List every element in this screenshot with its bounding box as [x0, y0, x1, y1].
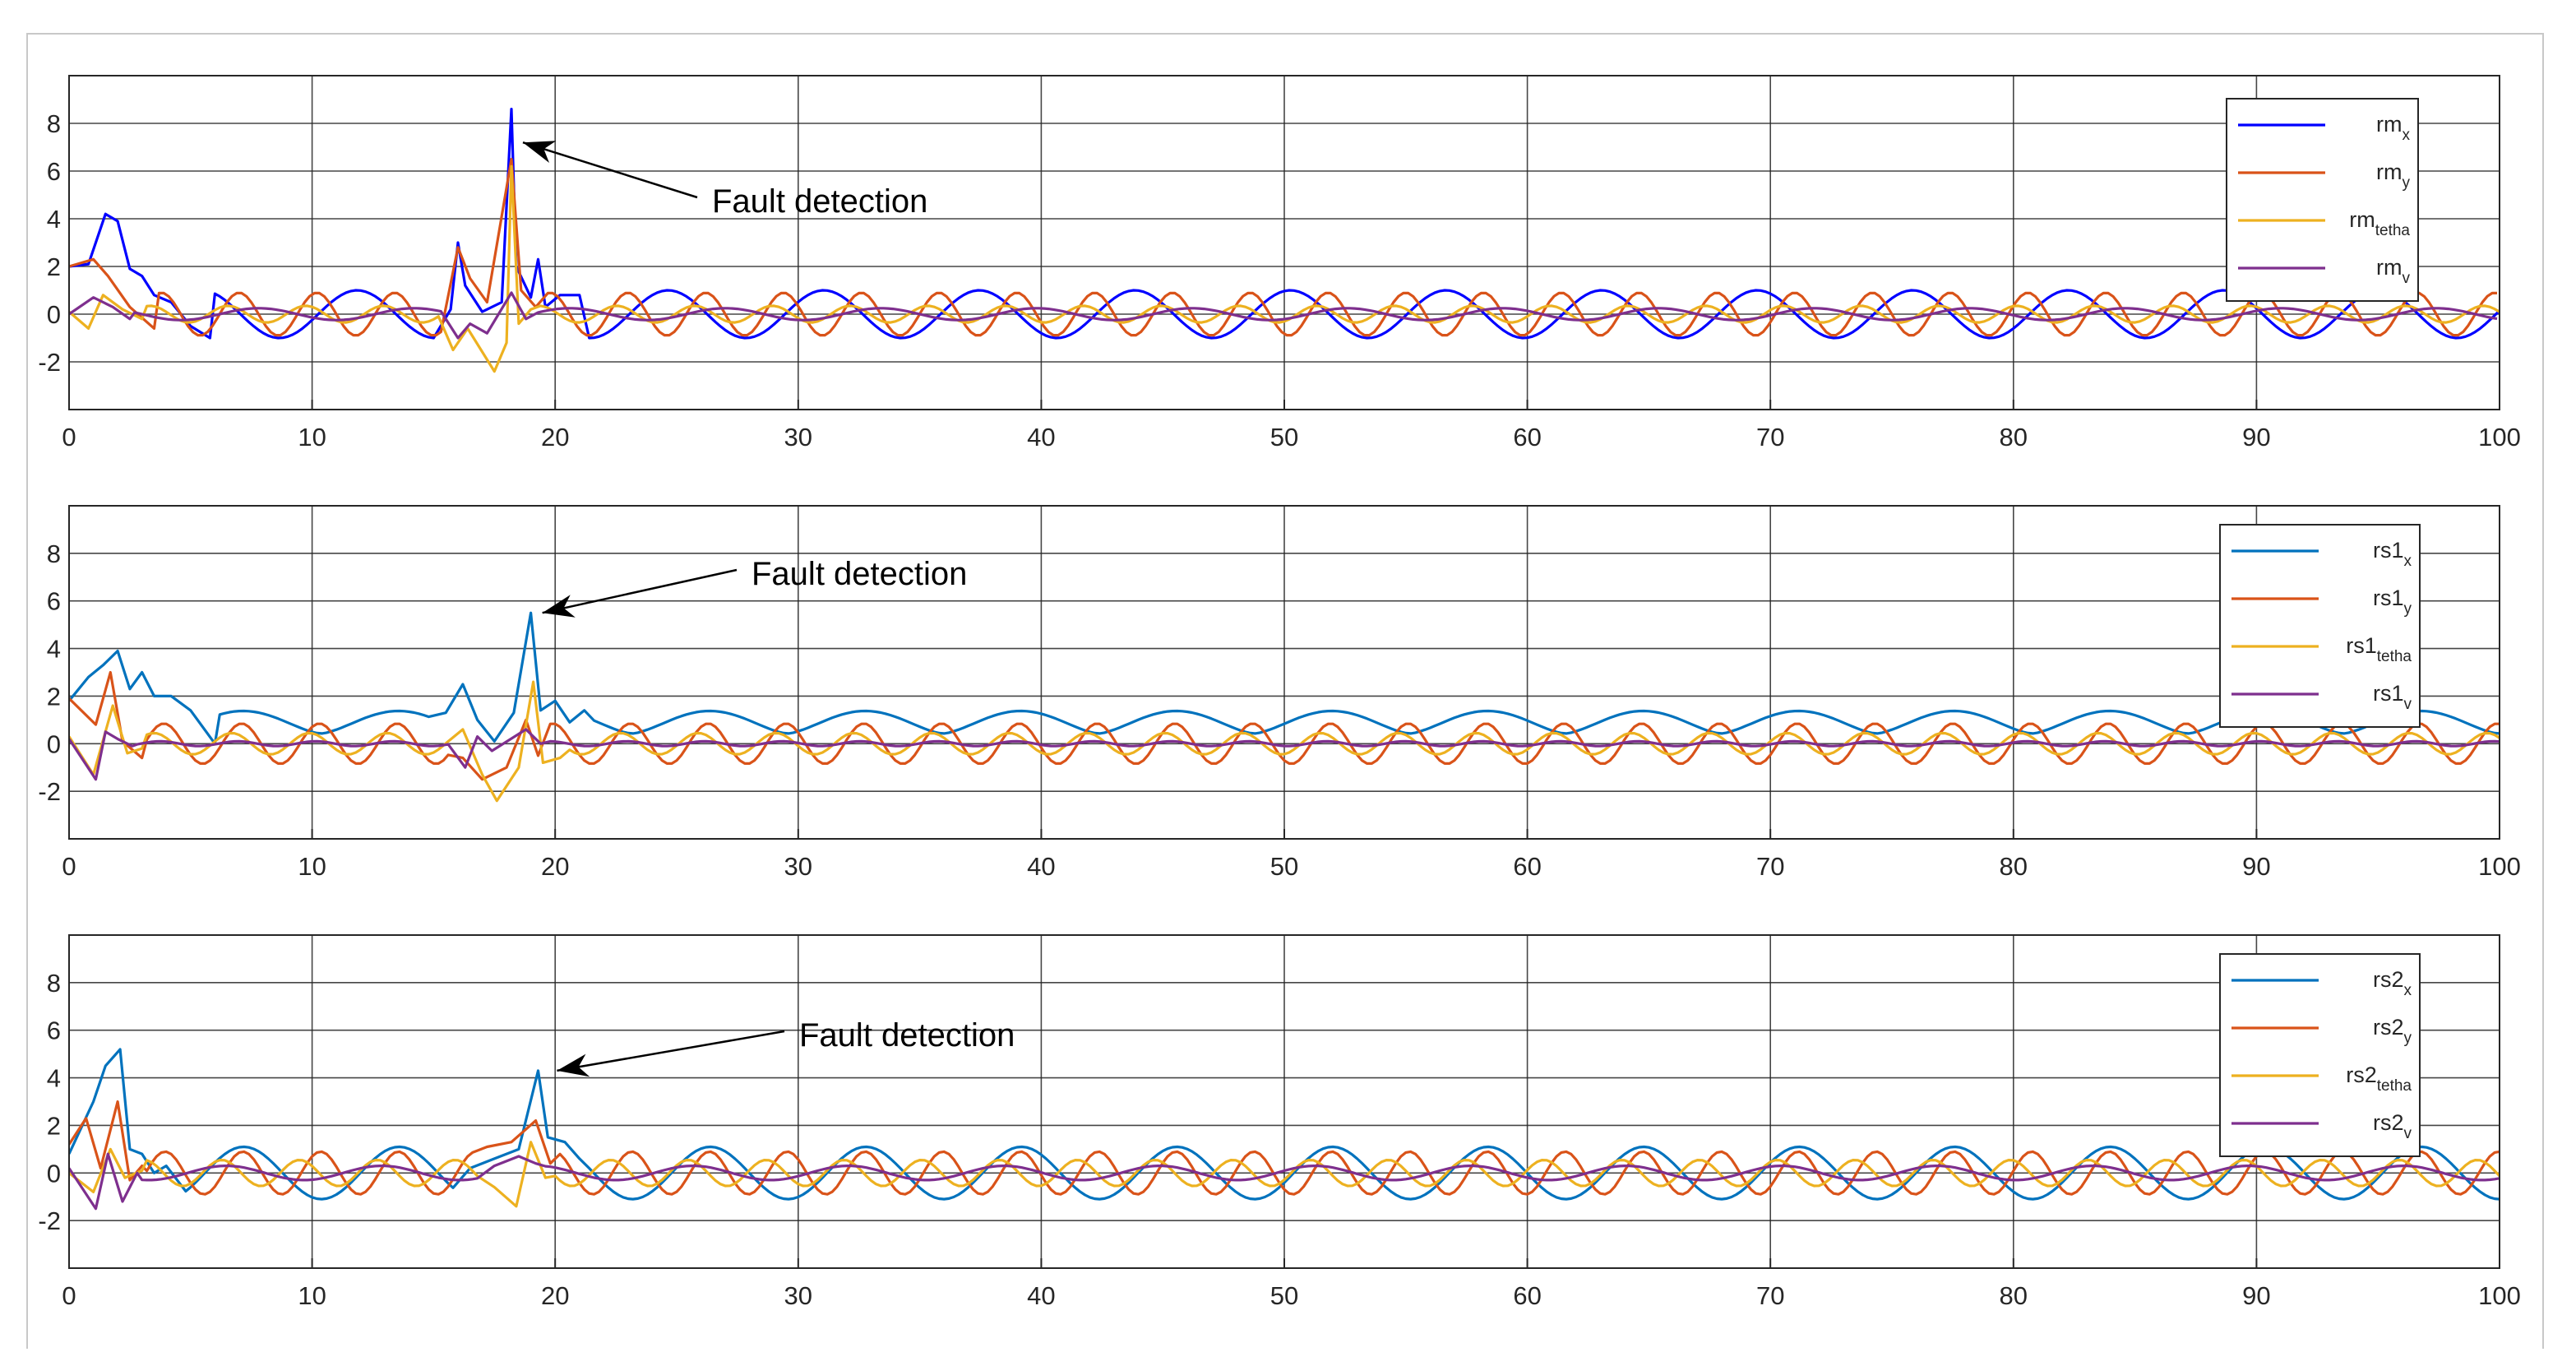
x-tick-label: 0 — [62, 423, 76, 451]
y-tick-label: 6 — [47, 1016, 61, 1045]
x-tick-label: 50 — [1270, 1281, 1298, 1310]
x-tick-label: 40 — [1027, 423, 1055, 451]
y-tick-label: 2 — [47, 1111, 61, 1140]
y-tick-label: 2 — [47, 252, 61, 281]
series-line-rs1-x — [69, 611, 2500, 745]
legend: rs1x rs1y rs1tetha rs1v — [2219, 524, 2421, 728]
series-line-rm-v — [69, 291, 2498, 340]
x-tick-label: 100 — [2478, 423, 2521, 451]
x-tick-label: 0 — [62, 852, 76, 881]
window-frame-right — [2542, 33, 2544, 1349]
annotation-arrow-line — [542, 568, 738, 614]
y-tick-label: 6 — [47, 157, 61, 186]
legend: rmx rmy rmtetha rmv — [2226, 98, 2419, 302]
x-tick-label: 30 — [784, 1281, 812, 1310]
series-line-rs2-y — [69, 1100, 2500, 1196]
annotation-text: Fault detection — [799, 1017, 1015, 1053]
annotation-arrow-head — [557, 1053, 590, 1077]
annotation-text: Fault detection — [712, 183, 927, 220]
y-tick-label: 8 — [47, 109, 61, 138]
y-tick-label: 2 — [47, 682, 61, 711]
y-tick-label: 4 — [47, 635, 61, 664]
annotation-arrow-line — [557, 1030, 785, 1072]
legend-label: rs2x — [2373, 967, 2412, 999]
series-line-rs2-v — [69, 1152, 2500, 1211]
x-tick-label: 80 — [2000, 852, 2028, 881]
window-frame-left — [26, 33, 28, 1349]
annotation: Fault detection — [522, 141, 927, 220]
x-tick-label: 100 — [2478, 852, 2521, 881]
x-tick-label: 20 — [541, 423, 569, 451]
y-tick-label: 8 — [47, 539, 61, 568]
x-tick-label: 10 — [298, 423, 326, 451]
y-tick-label: 0 — [47, 729, 61, 758]
legend-label: rs1y — [2373, 586, 2412, 618]
legend-label: rs1v — [2373, 681, 2412, 713]
y-tick-label: -2 — [38, 348, 61, 377]
y-tick-label: 0 — [47, 1159, 61, 1188]
x-tick-label: 60 — [1513, 852, 1541, 881]
x-tick-label: 70 — [1756, 852, 1784, 881]
y-tick-label: 8 — [47, 969, 61, 998]
x-tick-label: 20 — [541, 1281, 569, 1310]
legend: rs2x rs2y rs2tetha rs2v — [2219, 953, 2421, 1157]
x-tick-label: 50 — [1270, 423, 1298, 451]
series-line-rs2-tetha — [69, 1141, 2500, 1208]
x-tick-label: 0 — [62, 1281, 76, 1310]
x-tick-label: 100 — [2478, 1281, 2521, 1310]
legend-label: rs2tetha — [2346, 1063, 2412, 1095]
x-tick-label: 40 — [1027, 852, 1055, 881]
x-tick-label: 90 — [2242, 1281, 2270, 1310]
legend-label: rmv — [2376, 255, 2410, 287]
legend-label: rs2v — [2373, 1110, 2412, 1142]
window-frame-top — [28, 33, 2544, 35]
x-tick-label: 80 — [2000, 423, 2028, 451]
x-tick-label: 80 — [2000, 1281, 2028, 1310]
series-line-rm-tetha — [69, 164, 2500, 373]
x-tick-label: 90 — [2242, 423, 2270, 451]
legend-label: rmy — [2376, 160, 2410, 192]
legend-label: rs1tetha — [2346, 633, 2412, 665]
legend-label: rmx — [2376, 112, 2410, 144]
y-tick-label: 4 — [47, 1064, 61, 1093]
legend-label: rs2y — [2373, 1015, 2412, 1047]
x-tick-label: 90 — [2242, 852, 2270, 881]
legend-label: rs1x — [2373, 538, 2412, 570]
annotation-arrow-head — [523, 141, 557, 163]
x-tick-label: 20 — [541, 852, 569, 881]
x-tick-label: 70 — [1756, 1281, 1784, 1310]
subplot-rm: 0 10 20 30 40 50 60 70 80 90 100 -2 0 2 4 6 8 rmx rmy rmtet… — [38, 75, 2521, 451]
y-tick-label: 0 — [47, 300, 61, 329]
x-tick-label: 30 — [784, 423, 812, 451]
x-tick-label: 10 — [298, 1281, 326, 1310]
x-tick-label: 40 — [1027, 1281, 1055, 1310]
y-tick-label: -2 — [38, 1206, 61, 1235]
x-tick-label: 60 — [1513, 423, 1541, 451]
annotation: Fault detection — [557, 1017, 1015, 1077]
x-tick-label: 30 — [784, 852, 812, 881]
y-tick-label: -2 — [38, 777, 61, 806]
annotation-arrow-head — [542, 595, 576, 618]
x-tick-label: 10 — [298, 852, 326, 881]
x-tick-label: 60 — [1513, 1281, 1541, 1310]
annotation-text: Fault detection — [752, 556, 967, 592]
series-line-rs1-v — [69, 728, 2500, 781]
x-tick-label: 70 — [1756, 423, 1784, 451]
x-tick-label: 50 — [1270, 852, 1298, 881]
y-tick-label: 6 — [47, 587, 61, 616]
y-tick-label: 4 — [47, 205, 61, 234]
legend-label: rmtetha — [2349, 207, 2410, 239]
annotation-arrow-line — [522, 141, 698, 199]
annotation: Fault detection — [542, 556, 967, 618]
